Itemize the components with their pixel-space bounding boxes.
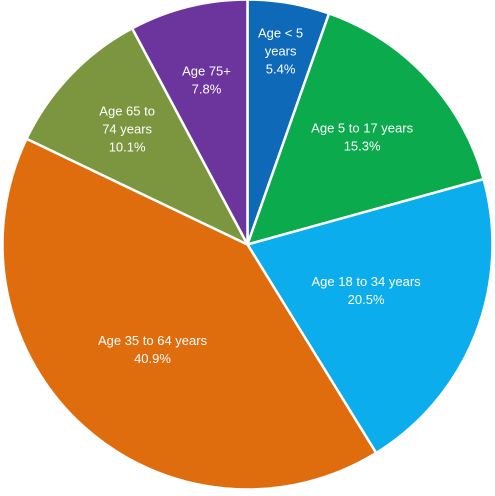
- slice-category-label: Age 35 to 64 years: [98, 333, 208, 348]
- slice-category-label: 74 years: [102, 121, 152, 136]
- slice-category-label: Age 75+: [182, 64, 231, 79]
- slice-label-age-18-to-34-years: Age 18 to 34 years 20.5%: [312, 274, 422, 307]
- pie-slice-age-65-to-74-years: [24, 26, 251, 248]
- slice-value-label: 40.9%: [134, 351, 171, 366]
- slice-category-label: years: [265, 43, 297, 58]
- pie-labels: Age < 5 years 5.4%Age 5 to 17 years 15.3%Ag…: [98, 25, 421, 366]
- slice-label-age-5-years: Age < 5 years 5.4%: [258, 25, 303, 76]
- pie-slice-age-35-to-64-years: [1, 137, 378, 491]
- slice-category-label: Age 65 to: [99, 103, 155, 118]
- slice-value-label: 5.4%: [266, 61, 296, 76]
- pie-slice-age-18-to-34-years: [245, 177, 494, 455]
- slice-value-label: 7.8%: [192, 82, 222, 97]
- slice-value-label: 15.3%: [344, 139, 381, 154]
- slice-label-age-65-to-74-years: Age 65 to 74 years 10.1%: [99, 103, 155, 154]
- slice-label-age-5-to-17-years: Age 5 to 17 years 15.3%: [311, 121, 413, 154]
- pie-slice-age-75: [130, 0, 249, 246]
- slice-category-label: Age 5 to 17 years: [311, 121, 413, 136]
- slice-category-label: Age 18 to 34 years: [312, 274, 422, 289]
- slice-value-label: 20.5%: [348, 292, 385, 307]
- slice-label-age-75: Age 75+ 7.8%: [182, 64, 231, 97]
- slice-label-age-35-to-64-years: Age 35 to 64 years 40.9%: [98, 333, 208, 366]
- slice-value-label: 10.1%: [109, 139, 146, 154]
- slice-category-label: Age < 5: [258, 25, 303, 40]
- pie-slice-age-5-to-17-years: [245, 11, 486, 247]
